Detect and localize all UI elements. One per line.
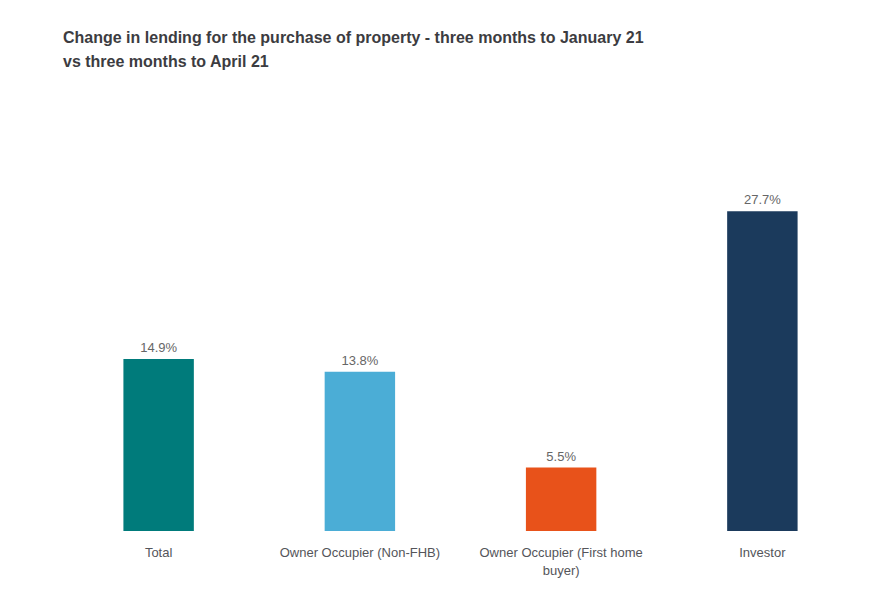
svg-text:Investor: Investor — [739, 545, 786, 560]
svg-text:Owner Occupier (First home: Owner Occupier (First home — [479, 545, 642, 560]
svg-text:13.8%: 13.8% — [341, 353, 378, 368]
svg-text:Owner Occupier (Non-FHB): Owner Occupier (Non-FHB) — [280, 545, 440, 560]
svg-text:Change in lending for the purc: Change in lending for the purchase of pr… — [63, 29, 644, 46]
svg-text:27.7%: 27.7% — [744, 192, 781, 207]
svg-text:Total: Total — [145, 545, 173, 560]
svg-text:vs three months to April 21: vs three months to April 21 — [63, 53, 269, 70]
svg-text:buyer): buyer) — [543, 563, 580, 578]
svg-text:14.9%: 14.9% — [140, 340, 177, 355]
svg-text:5.5%: 5.5% — [546, 449, 576, 464]
